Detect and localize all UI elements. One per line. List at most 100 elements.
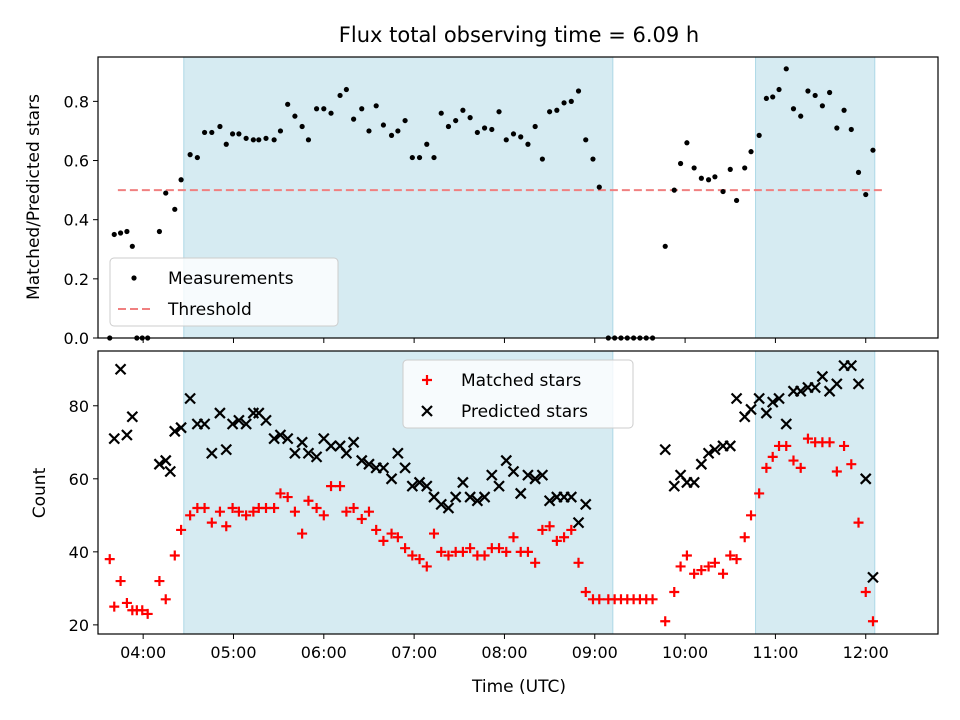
y-tick-label: 0.8 [64, 92, 89, 111]
data-point [303, 495, 314, 506]
data-point [292, 113, 298, 119]
data-point [274, 429, 287, 441]
data-point [457, 476, 469, 489]
data-point [305, 137, 312, 143]
data-point [507, 465, 520, 478]
legend-label: Predicted stars [461, 402, 588, 422]
data-point [539, 156, 545, 162]
data-point [318, 510, 329, 521]
data-point [554, 107, 560, 113]
data-point [373, 103, 379, 109]
data-point [831, 466, 842, 477]
legend-label: Measurements [168, 269, 294, 289]
data-point [565, 491, 578, 503]
x-tick-label: 04:00 [120, 643, 166, 662]
data-point [510, 131, 517, 137]
data-point [268, 432, 280, 445]
data-point [236, 131, 242, 137]
data-point [662, 243, 668, 249]
data-point [453, 117, 459, 124]
data-point [356, 513, 367, 524]
data-point [846, 459, 857, 470]
bottom-panel: 20 40 60 80 04:00 05:00 06:00 07:00 08:00 09:00 10… [69, 350, 939, 662]
data-point [159, 454, 172, 467]
data-point [691, 165, 697, 171]
data-point [870, 147, 876, 153]
data-point [445, 123, 452, 130]
data-point [794, 385, 807, 397]
y-tick-label: 0.0 [64, 329, 89, 348]
legend-marker [421, 405, 433, 417]
data-point [414, 554, 425, 565]
data-point [572, 516, 585, 529]
data-point [321, 106, 327, 112]
data-point [424, 141, 430, 147]
data-point [457, 546, 468, 557]
plot-frame [97, 56, 939, 339]
data-point [770, 94, 776, 100]
data-point [494, 543, 505, 554]
data-point [795, 462, 806, 473]
data-point [465, 543, 476, 554]
data-point [568, 98, 574, 104]
data-point [392, 532, 403, 543]
data-point [438, 110, 444, 116]
data-point [547, 109, 553, 115]
data-point [819, 103, 825, 109]
data-point [760, 407, 773, 419]
data-point [478, 491, 491, 503]
data-point [310, 451, 323, 463]
data-point [442, 502, 455, 514]
x-axis-label: Time (UTC) [471, 677, 566, 697]
data-point [366, 128, 372, 134]
data-point [733, 197, 740, 204]
data-point [263, 135, 269, 141]
data-point [142, 608, 153, 619]
top-y-axis-label: Matched/Predicted stars [24, 94, 44, 300]
data-point [220, 443, 233, 456]
data-point [754, 488, 765, 499]
data-point [226, 418, 239, 430]
data-point [256, 137, 262, 143]
data-point [496, 109, 502, 115]
data-point [115, 576, 126, 587]
data-point [299, 123, 305, 130]
data-point [525, 141, 531, 147]
data-point [240, 418, 252, 430]
data-point [834, 125, 840, 131]
data-point [164, 465, 177, 478]
data-point [460, 107, 466, 113]
data-point [184, 392, 196, 405]
data-point [594, 594, 605, 605]
x-tick-label: 09:00 [572, 643, 618, 662]
data-point [386, 528, 397, 539]
series-predicted-stars [108, 359, 879, 584]
y-tick-label: 0.4 [64, 211, 89, 230]
data-point [537, 524, 548, 535]
data-point [187, 152, 193, 158]
data-point [668, 480, 681, 492]
data-point [669, 587, 680, 598]
data-point [347, 436, 360, 449]
legend-marker [422, 375, 432, 385]
data-point [746, 510, 757, 521]
data-point [311, 503, 322, 514]
data-point [168, 425, 181, 438]
data-point [809, 381, 821, 394]
data-point [831, 378, 843, 390]
data-point [859, 473, 872, 485]
data-point [573, 557, 584, 568]
data-point [467, 115, 473, 121]
data-point [277, 128, 284, 134]
data-point [343, 86, 349, 93]
data-point [695, 458, 708, 470]
data-point [227, 503, 238, 514]
data-point [385, 473, 398, 485]
data-point [529, 473, 541, 485]
data-point [852, 378, 865, 390]
data-point [579, 498, 592, 511]
data-point [121, 597, 132, 608]
data-point [328, 110, 334, 116]
data-point [169, 550, 180, 561]
data-point [206, 517, 217, 528]
